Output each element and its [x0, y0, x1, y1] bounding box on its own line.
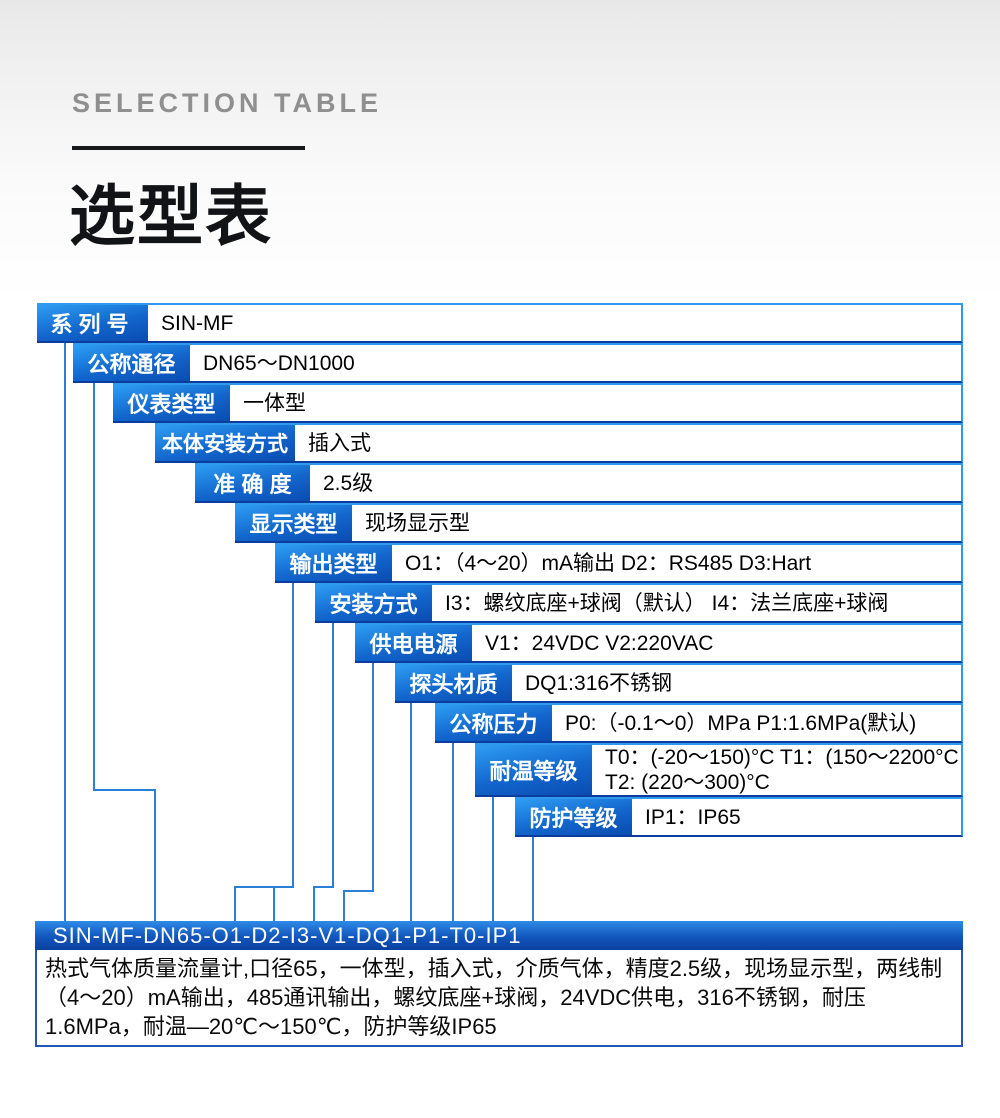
connector-nominal-pressure	[452, 743, 454, 921]
row-label: 准 确 度	[195, 465, 310, 501]
section-eyebrow: SELECTION TABLE	[72, 88, 383, 118]
row-label: 显示类型	[235, 505, 352, 541]
row-power-supply: 供电电源 V1：24VDC V2:220VAC	[355, 623, 963, 663]
row-value: DN65～DN1000	[203, 351, 355, 375]
title-underline	[72, 146, 305, 150]
row-probe-material: 探头材质 DQ1:316不锈钢	[395, 663, 963, 703]
connector-nominal-diameter-jog	[93, 789, 156, 791]
connector-power-supply-jog	[343, 890, 374, 892]
connector-temperature-rating	[492, 797, 494, 921]
row-mounting-type: 安装方式 I3：螺纹底座+球阀（默认） I4：法兰底座+球阀	[315, 583, 963, 623]
connector-output-type-jog	[234, 886, 294, 888]
row-label: 供电电源	[355, 625, 472, 661]
model-code-text: SIN-MF-DN65-O1-D2-I3-V1-DQ1-P1-T0-IP1	[53, 922, 522, 948]
page-title: 选型表	[69, 179, 273, 253]
connector-probe-material	[410, 703, 412, 921]
connector-output-type	[292, 583, 294, 886]
row-label: 系列号	[37, 305, 148, 341]
row-value: 现场显示型	[365, 511, 470, 535]
row-value: T0：(-20～150)°C T1：(150～2200°C T2: (220～3…	[605, 746, 959, 794]
connector-power-supply-drop	[343, 890, 345, 921]
row-label: 本体安装方式	[155, 425, 295, 461]
row-display-type: 显示类型 现场显示型	[235, 503, 963, 543]
connector-series-number	[64, 343, 66, 921]
connector-mounting-type-drop	[313, 886, 315, 921]
row-protection-rating: 防护等级 IP1：IP65	[515, 797, 963, 837]
row-label: 探头材质	[395, 665, 512, 701]
row-value: V1：24VDC V2:220VAC	[485, 631, 714, 655]
connector-output-type-drop-o1	[234, 886, 236, 921]
model-code-bar: SIN-MF-DN65-O1-D2-I3-V1-DQ1-P1-T0-IP1	[35, 921, 963, 950]
row-series-number: 系列号 SIN-MF	[37, 303, 963, 343]
row-nominal-pressure: 公称压力 P0:（-0.1～0）MPa P1:1.6MPa(默认)	[435, 703, 963, 743]
connector-nominal-diameter-drop	[154, 789, 156, 921]
row-nominal-diameter: 公称通径 DN65～DN1000	[73, 343, 963, 383]
row-label: 公称通径	[73, 345, 190, 381]
row-value: O1：（4～20）mA输出 D2：RS485 D3:Hart	[405, 551, 812, 575]
row-value: 2.5级	[323, 471, 374, 495]
connector-output-type-drop-d2	[273, 886, 275, 921]
row-label: 耐温等级	[475, 745, 592, 795]
connector-nominal-diameter	[93, 383, 95, 789]
row-label: 安装方式	[315, 585, 432, 621]
model-description-box: 热式气体质量流量计,口径65，一体型，插入式，介质气体，精度2.5级，现场显示型…	[35, 950, 963, 1047]
model-description-text: 热式气体质量流量计,口径65，一体型，插入式，介质气体，精度2.5级，现场显示型…	[45, 956, 943, 1039]
row-temperature-rating: 耐温等级 T0：(-20～150)°C T1：(150～2200°C T2: (…	[475, 743, 963, 797]
row-value: 插入式	[308, 431, 371, 455]
row-label: 仪表类型	[113, 385, 230, 421]
row-accuracy: 准 确 度 2.5级	[195, 463, 963, 503]
row-label: 公称压力	[435, 705, 552, 741]
connector-mounting-type	[332, 623, 334, 886]
connector-mounting-type-jog	[313, 886, 334, 888]
row-instrument-type: 仪表类型 一体型	[113, 383, 963, 423]
row-value: DQ1:316不锈钢	[525, 671, 673, 695]
connector-protection-rating	[532, 837, 534, 921]
row-value: 一体型	[243, 391, 306, 415]
row-value: I3：螺纹底座+球阀（默认） I4：法兰底座+球阀	[445, 591, 889, 615]
row-label: 输出类型	[275, 545, 392, 581]
row-value: SIN-MF	[161, 311, 234, 335]
row-value: P0:（-0.1～0）MPa P1:1.6MPa(默认)	[565, 711, 917, 735]
row-value: IP1：IP65	[645, 805, 741, 829]
row-body-mounting: 本体安装方式 插入式	[155, 423, 963, 463]
row-output-type: 输出类型 O1：（4～20）mA输出 D2：RS485 D3:Hart	[275, 543, 963, 583]
row-label: 防护等级	[515, 799, 632, 835]
connector-power-supply	[372, 663, 374, 890]
